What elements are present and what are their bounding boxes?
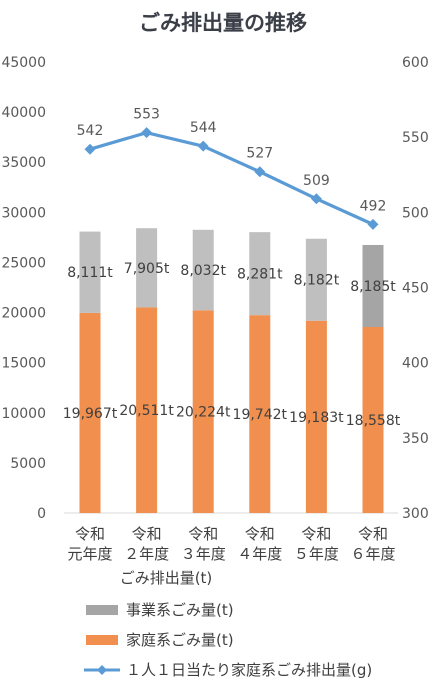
category-label: 元年度	[67, 545, 112, 563]
category-label: 令和	[75, 525, 105, 543]
bar-household	[136, 307, 158, 513]
bar-business	[192, 229, 214, 311]
line-data-label: 527	[246, 146, 273, 162]
bar-label-business: 8,111t	[67, 265, 113, 281]
line-point-marker	[367, 218, 379, 230]
bar-label-household: 19,742t	[233, 407, 288, 423]
chart-title: ごみ排出量の推移	[139, 11, 307, 35]
legend-swatch	[86, 635, 118, 645]
y-right-tick-label: 400	[402, 356, 429, 372]
bar-household	[249, 315, 271, 513]
category-label: 令和	[245, 525, 275, 543]
bar-label-household: 18,558t	[346, 413, 401, 429]
bar-business	[79, 231, 101, 313]
category-label: ３年度	[181, 545, 226, 563]
line-point-marker	[197, 140, 209, 152]
bar-business	[249, 232, 271, 316]
legend-label: 事業系ごみ量(t)	[126, 601, 234, 619]
line-point-marker	[310, 193, 322, 205]
bar-household	[305, 320, 327, 513]
y-left-tick-label: 25000	[1, 255, 46, 271]
bar-label-business: 8,032t	[180, 263, 226, 279]
line-data-label: 544	[190, 120, 217, 136]
bar-household	[79, 312, 101, 513]
bar-label-business: 7,905t	[124, 261, 170, 277]
y-right-tick-label: 500	[402, 205, 429, 221]
y-right-tick-label: 450	[402, 281, 429, 297]
y-right-tick-label: 350	[402, 431, 429, 447]
bar-label-business: 8,185t	[350, 279, 396, 295]
legend-label: 家庭系ごみ量(t)	[126, 631, 234, 649]
y-left-tick-label: 10000	[1, 406, 46, 422]
category-label: 令和	[301, 525, 331, 543]
bar-label-household: 19,967t	[63, 406, 118, 422]
y-left-tick-label: 45000	[1, 55, 46, 71]
category-label: ５年度	[294, 545, 339, 563]
x-axis-title: ごみ排出量(t)	[120, 569, 213, 587]
y-left-tick-label: 30000	[1, 205, 46, 221]
y-left-tick-label: 15000	[1, 356, 46, 372]
legend-swatch-marker	[97, 665, 107, 675]
bar-business	[305, 238, 327, 321]
line-data-label: 553	[133, 107, 160, 123]
category-label: 令和	[132, 525, 162, 543]
category-label: ６年度	[350, 545, 395, 563]
bar-label-household: 19,183t	[289, 410, 344, 426]
bar-label-household: 20,511t	[119, 403, 174, 419]
category-label: 令和	[358, 525, 388, 543]
y-left-tick-label: 0	[37, 506, 46, 522]
category-label: ２年度	[124, 545, 169, 563]
bar-label-business: 8,281t	[237, 267, 283, 283]
category-label: 令和	[188, 525, 218, 543]
line-data-label: 509	[303, 173, 330, 189]
bars-group	[79, 228, 384, 513]
line-point-marker	[254, 166, 266, 178]
y-left-tick-label: 40000	[1, 105, 46, 121]
bar-business	[136, 228, 158, 308]
data-labels-group: 19,967t 8,111t 20,511t 7,905t 20,224t 8,032t 1…	[63, 107, 401, 429]
y-right-tick-label: 550	[402, 130, 429, 146]
y-right-tick-label: 300	[402, 506, 429, 522]
y-left-tick-label: 5000	[10, 456, 46, 472]
bar-label-business: 8,182t	[294, 273, 340, 289]
line-series-group	[84, 127, 379, 230]
axes-group: 0 5000 10000 15000 20000 25000 30000 35000 40000…	[1, 55, 428, 522]
bar-business	[362, 244, 384, 328]
y-right-tick-label: 600	[402, 55, 429, 71]
line-per-capita	[89, 131, 374, 226]
bar-household	[192, 310, 214, 513]
line-data-label: 542	[77, 123, 104, 139]
line-point-marker	[84, 143, 96, 155]
legend-label: １人１日当たり家庭系ごみ排出量(g)	[126, 661, 372, 679]
bar-household	[362, 327, 384, 513]
line-data-label: 492	[360, 198, 387, 214]
line-point-marker	[141, 127, 153, 139]
legend: 事業系ごみ量(t) 家庭系ごみ量(t) １人１日当たり家庭系ごみ排出量(g)	[84, 601, 372, 679]
bar-label-household: 20,224t	[176, 405, 231, 421]
category-label: ４年度	[237, 545, 282, 563]
y-left-tick-label: 20000	[1, 306, 46, 322]
legend-swatch	[86, 605, 118, 615]
y-left-tick-label: 35000	[1, 155, 46, 171]
